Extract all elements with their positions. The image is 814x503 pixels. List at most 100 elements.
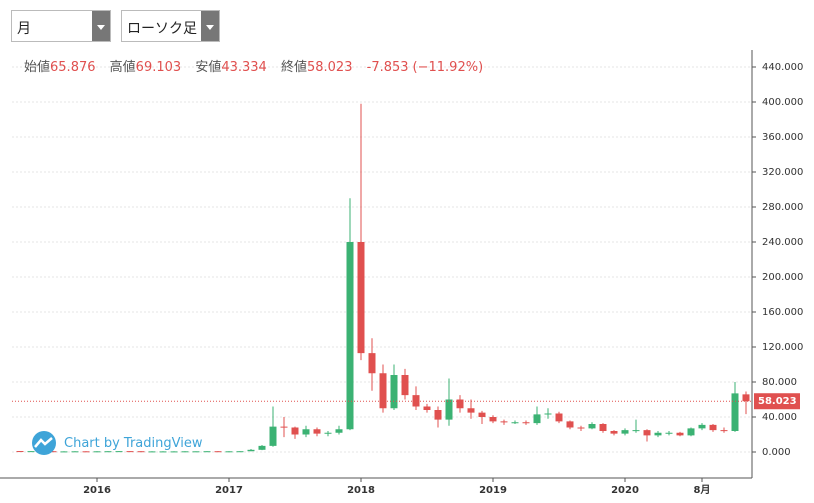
y-tick-label: 440.000 — [762, 62, 803, 73]
candle-body — [346, 242, 354, 430]
y-tick-label: 360.000 — [762, 132, 803, 143]
candle-body — [621, 430, 629, 434]
candle-body — [643, 430, 651, 436]
x-tick-label: 2017 — [215, 485, 243, 496]
y-tick-label: 200.000 — [762, 272, 803, 283]
candle-body — [379, 373, 387, 409]
change: -7.853 — [366, 60, 409, 75]
x-tick-label: 8月 — [694, 484, 711, 496]
candle-body — [522, 422, 530, 424]
open-value: 65.876 — [50, 60, 96, 75]
candle-body — [588, 424, 596, 429]
last-price-label: 58.023 — [758, 396, 797, 407]
last-price-box — [754, 393, 800, 410]
close-label: 終値 — [280, 60, 307, 75]
branding-text: Chart by TradingView — [64, 435, 203, 451]
y-tick-label: 400.000 — [762, 97, 803, 108]
interval-value: 月 — [17, 21, 31, 37]
high-label: 高値 — [109, 60, 136, 75]
candle-body — [214, 451, 222, 453]
candle-body — [610, 431, 618, 434]
high-value: 69.103 — [135, 60, 182, 75]
candle-body — [313, 429, 321, 434]
candle-body — [302, 429, 310, 435]
low-label: 安値 — [195, 60, 222, 75]
candle-body — [742, 394, 750, 402]
candle-body — [16, 451, 24, 453]
candle-body — [467, 408, 475, 413]
candle-body — [236, 451, 244, 453]
candle-body — [390, 375, 398, 409]
close-value: 58.023 — [306, 60, 353, 75]
candle-body — [335, 429, 343, 433]
interval-dropdown[interactable]: 月 — [11, 10, 111, 42]
dropdown-arrow — [92, 11, 110, 41]
candle-body — [280, 426, 288, 428]
candle-body — [71, 451, 79, 453]
candle-body — [654, 432, 662, 436]
candle-body — [434, 410, 442, 420]
x-tick-label: 2020 — [611, 485, 639, 496]
change-percent: (−11.92%) — [412, 60, 484, 75]
candle-body — [192, 451, 200, 453]
candle-body — [225, 451, 233, 453]
candle-body — [82, 451, 90, 453]
candle-body — [511, 422, 519, 424]
candle-body — [60, 451, 68, 453]
candle-body — [104, 451, 112, 453]
branding[interactable]: Chart by TradingView — [30, 430, 202, 456]
candle-body — [203, 451, 211, 453]
candle-body — [698, 424, 706, 429]
candle-body — [324, 432, 332, 434]
candle-body — [577, 427, 585, 429]
candle-body — [159, 451, 167, 453]
candle-body — [291, 427, 299, 435]
candle-body — [181, 451, 189, 453]
candle-body — [247, 449, 255, 452]
candle-body — [368, 353, 376, 374]
logo — [32, 431, 56, 455]
candle-body — [126, 451, 134, 453]
candle-body — [720, 430, 728, 432]
candle-body — [170, 451, 178, 453]
y-tick-label: 80.000 — [762, 377, 797, 388]
y-tick-label: 120.000 — [762, 342, 803, 353]
ohlc-legend: 始値65.876 高値69.103 安値43.334 終値58.023 -7.8… — [24, 56, 493, 75]
candle-body — [632, 430, 640, 432]
candle-body — [401, 375, 409, 396]
candle-body — [412, 395, 420, 407]
candle-body — [709, 424, 717, 431]
y-tick-label: 40.000 — [762, 412, 797, 423]
low-value: 43.334 — [221, 60, 267, 75]
candle-body — [456, 399, 464, 409]
candle-body — [423, 406, 431, 410]
style-dropdown[interactable]: ローソク足 — [121, 10, 220, 42]
open-label: 始値 — [24, 60, 51, 75]
candle-body — [93, 451, 101, 453]
candle-body — [533, 414, 541, 424]
x-tick-label: 2018 — [347, 485, 375, 496]
candle-body — [269, 426, 277, 446]
candle-body — [731, 393, 739, 431]
y-tick-label: 320.000 — [762, 167, 803, 178]
candle-body — [137, 451, 145, 453]
y-tick-label: 160.000 — [762, 307, 803, 318]
candle-body — [555, 413, 563, 422]
x-tick-label: 2019 — [479, 485, 507, 496]
x-tick-label: 2016 — [83, 485, 111, 496]
candle-body — [357, 242, 365, 354]
candle-body — [148, 451, 156, 453]
candle-body — [478, 412, 486, 417]
candle-body — [500, 421, 508, 423]
candle-body — [489, 417, 497, 422]
candle-body — [258, 445, 266, 450]
candle-body — [676, 432, 684, 436]
candle-body — [599, 424, 607, 431]
y-tick-label: 280.000 — [762, 202, 803, 213]
candle-body — [566, 421, 574, 428]
y-tick-label: 240.000 — [762, 237, 803, 248]
candle-body — [445, 399, 453, 420]
candle-body — [115, 451, 123, 453]
